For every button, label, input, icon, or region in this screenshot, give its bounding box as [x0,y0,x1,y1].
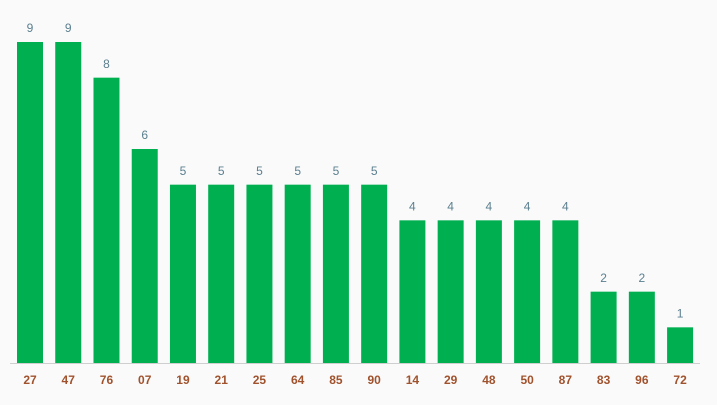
value-label: 5 [256,164,263,178]
x-tick-label: 72 [673,373,687,387]
value-label: 5 [333,164,340,178]
bar [590,291,617,363]
x-tick-label: 96 [635,373,649,387]
value-label: 6 [141,128,148,142]
x-tick-label: 48 [482,373,496,387]
bar [131,149,158,363]
x-tick-label: 19 [176,373,190,387]
x-tick-label: 90 [367,373,381,387]
bar [437,220,464,363]
bar [361,184,388,363]
value-label: 4 [409,200,416,214]
bar [667,327,694,363]
bar [475,220,502,363]
value-label: 4 [562,200,569,214]
value-label: 5 [294,164,301,178]
value-label: 5 [180,164,187,178]
bar [93,77,120,364]
x-tick-label: 21 [215,373,229,387]
bar [284,184,311,363]
x-tick-label: 76 [100,373,114,387]
x-tick-label: 14 [406,373,420,387]
bar [628,291,655,363]
x-tick-label: 25 [253,373,267,387]
bar [552,220,579,363]
value-label: 2 [638,271,645,285]
value-label: 4 [486,200,493,214]
x-tick-label: 85 [329,373,343,387]
bar [399,220,426,363]
x-tick-label: 50 [520,373,534,387]
value-label: 1 [677,307,684,321]
value-label: 5 [371,164,378,178]
x-tick-label: 27 [23,373,37,387]
x-tick-label: 64 [291,373,305,387]
bar [514,220,541,363]
x-tick-label: 07 [138,373,152,387]
value-label: 8 [103,57,110,71]
bar [322,184,349,363]
bar [55,42,82,363]
bar [246,184,273,363]
x-tick-label: 47 [62,373,76,387]
value-label: 4 [524,200,531,214]
bar [17,42,43,363]
x-tick-label: 29 [444,373,458,387]
bar [208,184,235,363]
value-label: 4 [447,200,454,214]
value-label: 9 [65,21,72,35]
value-label: 9 [27,21,34,35]
bar [169,184,196,363]
value-label: 5 [218,164,225,178]
x-tick-label: 87 [559,373,573,387]
value-label: 2 [600,271,607,285]
x-tick-label: 83 [597,373,611,387]
